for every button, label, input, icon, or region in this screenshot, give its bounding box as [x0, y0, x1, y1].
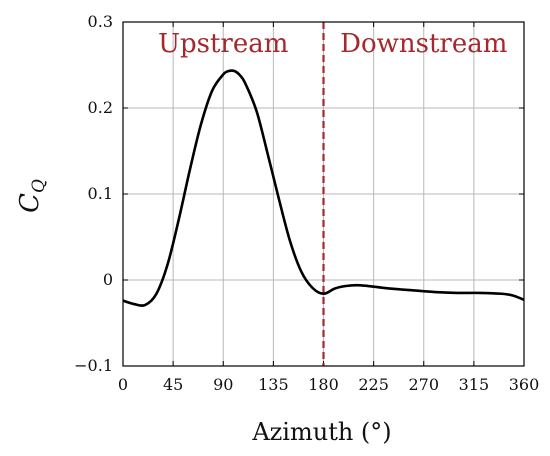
plot-frame [122, 21, 525, 367]
x-tick-label: 225 [358, 375, 389, 394]
x-axis-label: Azimuth (°) [251, 418, 391, 446]
x-tick-label: 315 [459, 375, 490, 394]
y-axis-label-subscript: Q [29, 179, 49, 193]
x-tick-label: 90 [213, 375, 233, 394]
y-tick-label: −0.1 [74, 356, 113, 375]
y-tick-label: 0.3 [88, 12, 113, 31]
x-tick-label: 180 [308, 375, 339, 394]
region-annotation: Downstream [340, 29, 507, 59]
y-tick-label: 0 [103, 270, 113, 289]
y-tick-label: 0.2 [88, 98, 113, 117]
x-tick-label: 270 [408, 375, 439, 394]
x-tick-label: 135 [258, 375, 289, 394]
series-line [122, 69, 525, 307]
y-axis-label-main: C [15, 193, 45, 213]
region-annotation: Upstream [158, 29, 288, 59]
region-annotations: Upstream Downstream [158, 29, 507, 59]
x-tick-label: 45 [163, 375, 183, 394]
x-tick-label: 360 [509, 375, 540, 394]
plot-area [122, 22, 525, 366]
y-tick-labels: −0.1 0 0.1 0.2 0.3 [74, 12, 113, 375]
y-axis-label: CQ [15, 179, 49, 213]
x-tick-labels: 0 45 90 135 180 225 270 315 360 [118, 375, 539, 394]
x-tick-label: 0 [118, 375, 128, 394]
y-tick-label: 0.1 [88, 184, 113, 203]
